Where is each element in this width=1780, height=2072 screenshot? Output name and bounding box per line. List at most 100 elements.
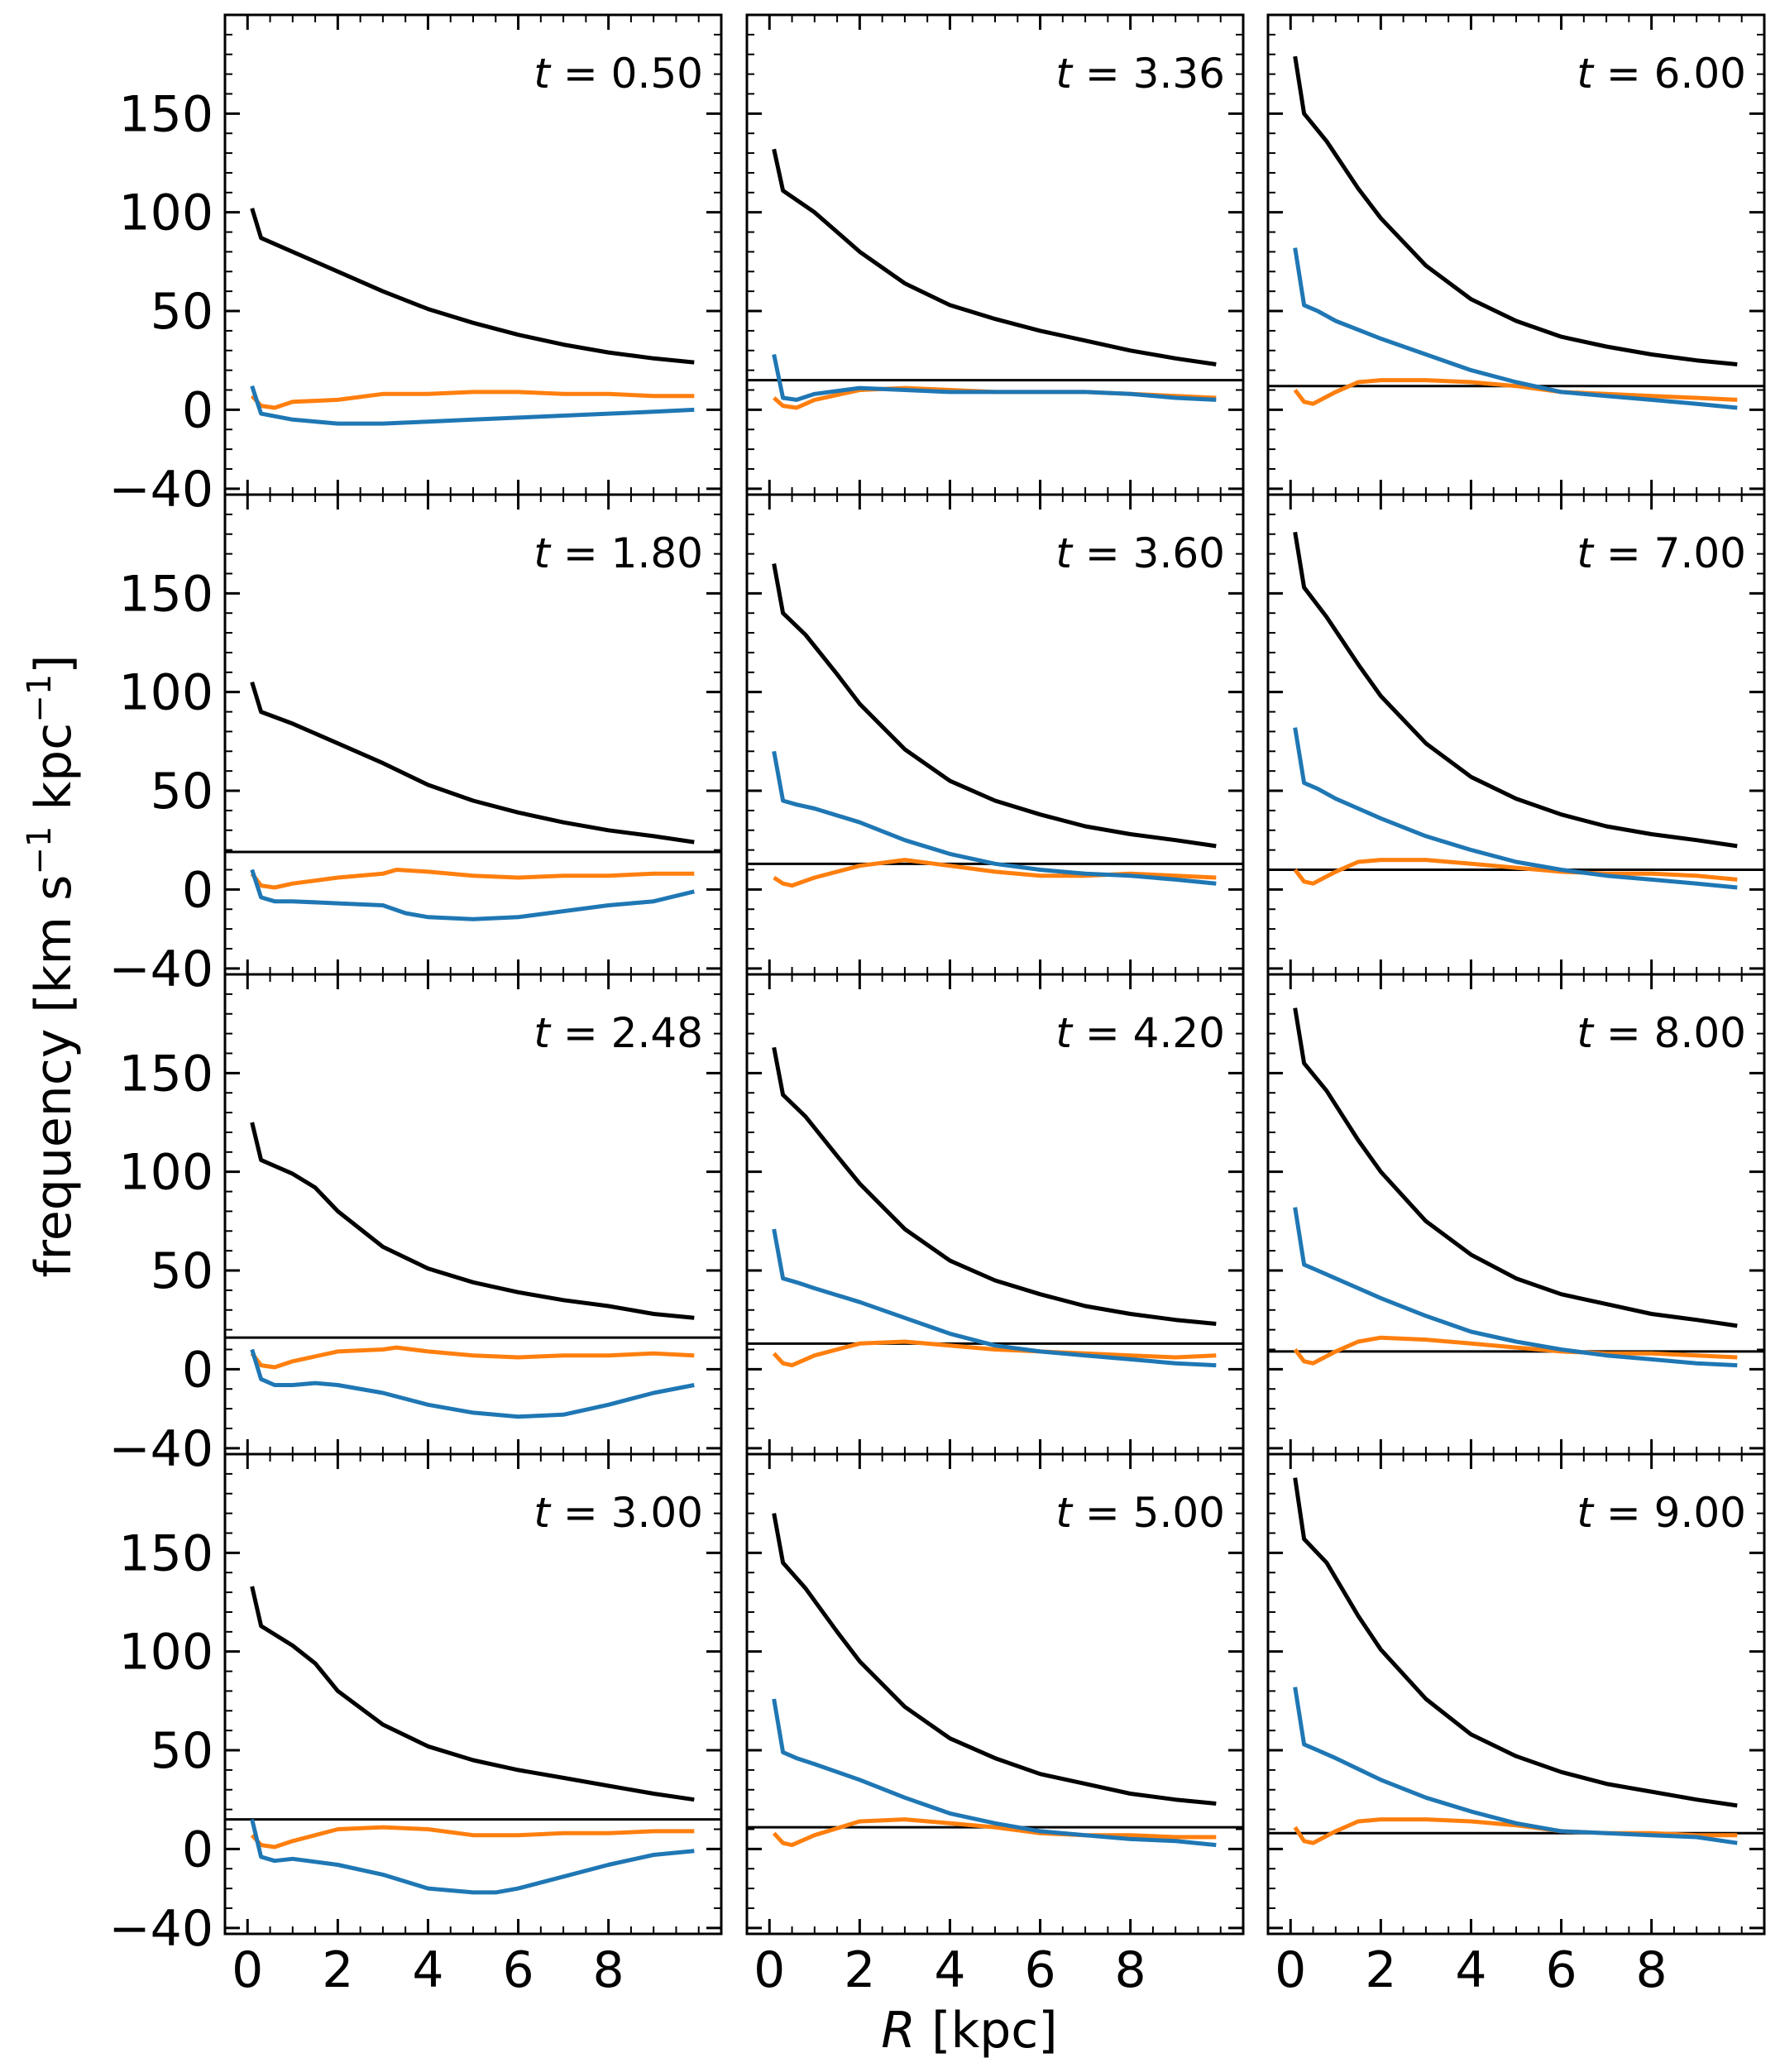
y-tick-label: 100 (118, 1144, 213, 1202)
y-tick-label: 150 (118, 1524, 213, 1582)
y-tick-label: 150 (118, 565, 213, 623)
panel-time-label: t = 9.00 (1577, 1489, 1746, 1537)
series-blue-line (1293, 1687, 1738, 1845)
x-tick-label: 2 (844, 1941, 875, 1999)
y-tick-label: 50 (151, 283, 213, 341)
series-orange-line (250, 868, 695, 890)
series-group (225, 1586, 721, 1895)
panel-t-2-48: −40 0 50 100 150 t = 2.48 (108, 973, 723, 1478)
panel-t-6-00: t = 6.00 (1266, 13, 1766, 496)
y-tick-label: 0 (182, 381, 213, 439)
x-tick-label: 4 (1455, 1941, 1486, 1999)
panel-frame (223, 1452, 723, 1936)
series-orange-line (772, 1817, 1217, 1848)
panel-t-8-00: t = 8.00 (1266, 973, 1766, 1456)
series-blue-line (250, 385, 695, 426)
series-blue-line (1293, 247, 1738, 410)
series-orange-line (772, 1339, 1217, 1368)
panel-time-label: t = 3.36 (1055, 50, 1225, 98)
y-tick-label: −40 (108, 940, 213, 998)
x-tick-label: 0 (754, 1941, 785, 1999)
y-tick-label: 100 (118, 1624, 213, 1682)
x-tick-label: 0 (232, 1941, 263, 1999)
y-tick-label: 0 (182, 861, 213, 919)
y-tick-label: 150 (118, 85, 213, 143)
x-tick-label: 6 (502, 1941, 534, 1999)
series-group (1268, 1477, 1764, 1845)
y-tick-label: 100 (118, 184, 213, 242)
series-black-line (250, 208, 695, 365)
y-axis-title: frequency [km s−1 kpc−1] (21, 654, 83, 1277)
series-black-line (1293, 531, 1738, 849)
panel-time-label: t = 5.00 (1055, 1489, 1225, 1537)
panel-time-label: t = 2.48 (534, 1009, 703, 1057)
x-tick-label: 6 (1545, 1941, 1577, 1999)
series-orange-line (250, 1345, 695, 1370)
panel-t-3-00: −40 0 50 100 150 0 2 4 6 8 t = 3.00 (108, 1452, 723, 1999)
y-tick-label: 100 (118, 664, 213, 722)
series-blue-line (772, 1698, 1217, 1848)
panel-t-9-00: 0 2 4 6 8 t = 9.00 (1266, 1452, 1766, 1999)
series-blue-line (772, 353, 1217, 402)
series-black-line (1293, 1007, 1738, 1328)
series-group (747, 148, 1243, 410)
panel-time-label: t = 6.00 (1577, 50, 1746, 98)
series-orange-line (250, 390, 695, 410)
panel-t-5-00: 0 2 4 6 8 t = 5.00 (745, 1452, 1245, 1999)
series-group (225, 681, 721, 921)
x-tick-label: 8 (1115, 1941, 1146, 1999)
axis-titles: R [kpc] frequency [km s−1 kpc−1] (21, 654, 1058, 2060)
x-axis-title: R [kpc] (881, 2002, 1057, 2060)
y-tick-label: 50 (151, 1722, 213, 1780)
y-tick-label: 50 (151, 763, 213, 821)
series-group (250, 208, 695, 426)
series-group (747, 1513, 1243, 1848)
y-tick-label: −40 (108, 1420, 213, 1478)
series-blue-line (772, 1228, 1217, 1368)
series-group (747, 1046, 1243, 1368)
x-tick-label: 6 (1024, 1941, 1055, 1999)
panel-t-1-80: −40 0 50 100 150 t = 1.80 (108, 493, 723, 998)
series-blue-line (1293, 1207, 1738, 1368)
series-black-line (250, 681, 695, 845)
series-black-line (772, 1513, 1217, 1806)
y-tick-label: −40 (108, 461, 213, 519)
x-tick-label: 2 (322, 1941, 353, 1999)
y-tick-label: 0 (182, 1821, 213, 1878)
series-black-line (1293, 1477, 1738, 1808)
x-tick-label: 8 (593, 1941, 624, 1999)
series-blue-line (250, 1819, 695, 1895)
series-black-line (1293, 55, 1738, 366)
series-blue-line (772, 750, 1217, 886)
series-group (1268, 531, 1764, 890)
series-orange-line (1293, 858, 1738, 886)
panel-time-label: t = 3.60 (1055, 529, 1225, 577)
series-group (225, 1122, 721, 1419)
series-group (1268, 1007, 1764, 1368)
panel-time-label: t = 0.50 (534, 50, 703, 98)
series-blue-line (250, 1348, 695, 1419)
x-tick-label: 4 (934, 1941, 965, 1999)
y-tick-label: 0 (182, 1341, 213, 1399)
series-orange-line (250, 1825, 695, 1849)
x-tick-label: 0 (1275, 1941, 1306, 1999)
panel-t-0-50: −40 0 50 100 150 t = 0.50 (108, 13, 723, 519)
series-black-line (772, 148, 1217, 366)
series-group (1268, 55, 1764, 410)
panel-time-label: t = 8.00 (1577, 1009, 1746, 1057)
series-black-line (772, 1046, 1217, 1326)
panels-grid: −40 0 50 100 150 t = 0.50 t = 3.36 t = 6.00 −40 0… (108, 13, 1766, 1999)
panel-time-label: t = 4.20 (1055, 1009, 1225, 1057)
y-tick-label: 150 (118, 1045, 213, 1103)
series-group (747, 563, 1243, 888)
y-tick-label: 50 (151, 1242, 213, 1300)
panel-frame (1266, 1452, 1766, 1936)
panel-time-label: t = 1.80 (534, 529, 703, 577)
panel-time-label: t = 7.00 (1577, 529, 1746, 577)
panel-t-4-20: t = 4.20 (745, 973, 1245, 1456)
series-black-line (250, 1586, 695, 1802)
panel-t-3-60: t = 3.60 (745, 493, 1245, 976)
x-tick-label: 4 (412, 1941, 443, 1999)
series-orange-line (1293, 378, 1738, 406)
